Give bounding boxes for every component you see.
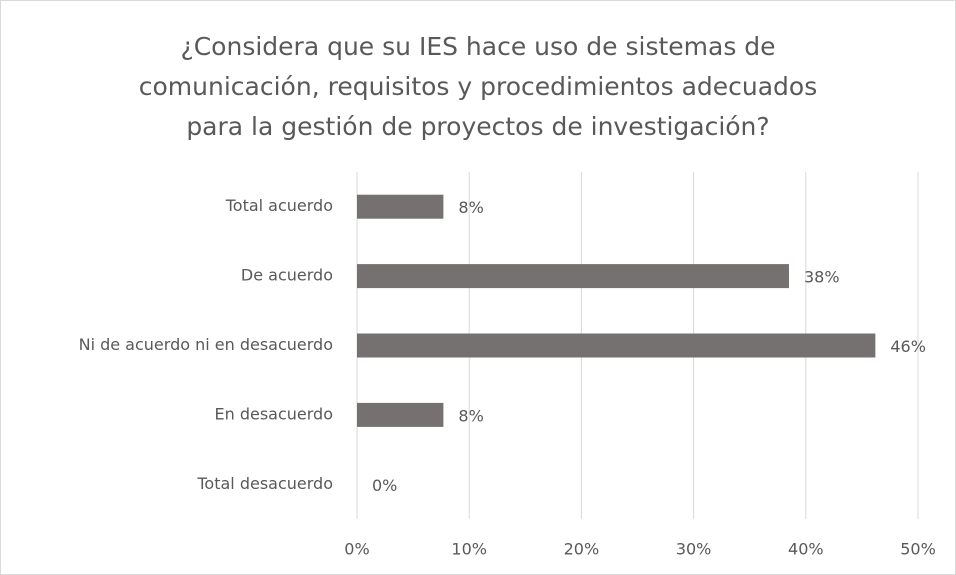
y-tick-label: Ni de acuerdo ni en desacuerdo xyxy=(79,335,333,354)
value-label: 8% xyxy=(458,198,483,217)
bar xyxy=(357,402,444,427)
bar xyxy=(357,194,444,219)
value-label: 8% xyxy=(458,406,483,425)
y-tick-label: En desacuerdo xyxy=(215,404,334,423)
x-tick-label: 40% xyxy=(788,540,824,559)
x-tick-label: 50% xyxy=(900,540,936,559)
bar xyxy=(357,333,876,358)
chart-title: comunicación, requisitos y procedimiento… xyxy=(139,72,817,101)
value-label: 38% xyxy=(804,268,840,287)
x-tick-label: 20% xyxy=(564,540,600,559)
x-tick-label: 0% xyxy=(344,540,369,559)
x-tick-label: 30% xyxy=(676,540,712,559)
chart-title: para la gestión de proyectos de investig… xyxy=(186,112,769,141)
y-tick-label: Total acuerdo xyxy=(225,196,333,215)
value-label: 46% xyxy=(890,337,926,356)
x-tick-label: 10% xyxy=(451,540,487,559)
chart-title: ¿Considera que su IES hace uso de sistem… xyxy=(180,32,775,61)
y-tick-label: Total desacuerdo xyxy=(196,474,333,493)
y-tick-label: De acuerdo xyxy=(241,266,333,285)
bar xyxy=(357,264,789,289)
value-label: 0% xyxy=(372,476,397,495)
